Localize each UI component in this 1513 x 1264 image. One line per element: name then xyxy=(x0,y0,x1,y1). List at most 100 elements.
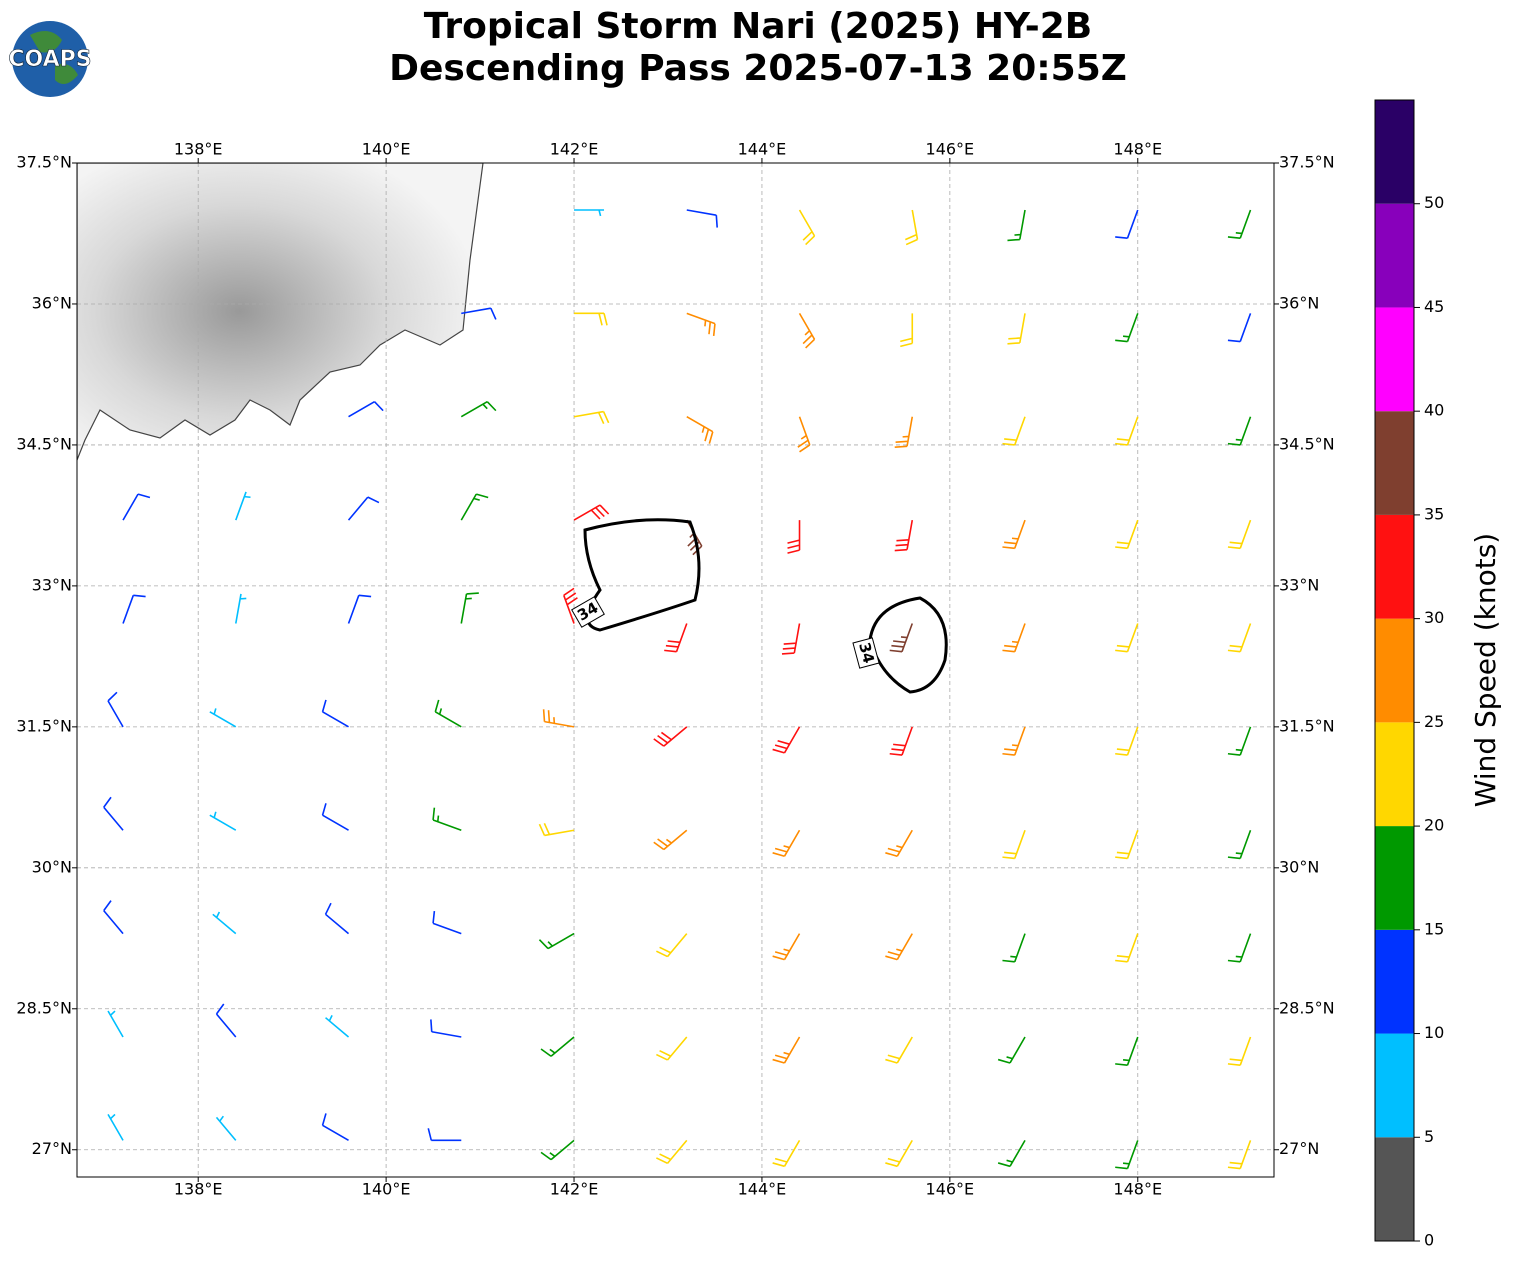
colorbar-tick-label: 35 xyxy=(1424,504,1444,523)
contour-line xyxy=(868,596,948,694)
wind-barb xyxy=(325,1014,350,1038)
wind-barb xyxy=(573,410,610,425)
wind-barb xyxy=(656,1139,688,1165)
wind-barb xyxy=(460,401,497,418)
logo-text: COAPS xyxy=(8,47,91,72)
wind-barb xyxy=(772,933,801,961)
wind-barb xyxy=(797,416,811,453)
wind-barb xyxy=(1115,623,1139,653)
wind-barb xyxy=(1115,1036,1139,1066)
colorbar-tick-label: 45 xyxy=(1424,297,1444,316)
x-tick-label: 142°E xyxy=(550,1180,599,1199)
colorbar-segment xyxy=(1375,826,1414,930)
wind-barb xyxy=(324,902,350,935)
wind-barb xyxy=(321,803,349,831)
wind-barb xyxy=(538,822,575,837)
chart-title: Tropical Storm Nari (2025) HY-2B xyxy=(424,6,1092,47)
wind-barb xyxy=(772,829,801,857)
wind-barb xyxy=(538,932,575,950)
wind-barb xyxy=(460,493,489,521)
colorbar-segment xyxy=(1375,100,1414,204)
y-tick-label: 30°N xyxy=(1279,857,1319,876)
wind-barb xyxy=(900,313,914,348)
colorbar-tick-label: 50 xyxy=(1424,193,1444,212)
colorbar-tick-label: 20 xyxy=(1424,816,1444,835)
y-tick-label: 34.5°N xyxy=(1279,434,1335,453)
y-tick-label: 30°N xyxy=(32,857,72,876)
x-tick-label: 148°E xyxy=(1113,1180,1162,1199)
x-tick-label: 146°E xyxy=(926,1180,975,1199)
wind-barb xyxy=(209,811,237,831)
contour-line xyxy=(583,518,701,632)
wind-barb xyxy=(1002,933,1026,963)
colorbar: 0 5 10 15 20 25 30 35 40 45 50 xyxy=(1374,99,1444,1250)
colorbar-segment xyxy=(1375,1137,1414,1241)
wind-barb xyxy=(653,829,688,851)
wind-barb xyxy=(574,209,605,217)
logo: COAPS xyxy=(8,21,92,97)
colorbar-segment xyxy=(1375,929,1414,1034)
wind-barb xyxy=(1227,1036,1252,1066)
wind-barb xyxy=(1227,209,1252,239)
wind-barb xyxy=(103,900,124,935)
wind-barb xyxy=(772,726,801,754)
wind-barb xyxy=(1002,726,1026,756)
wind-barb xyxy=(1002,623,1026,653)
wind-barb xyxy=(653,726,688,747)
chart-subtitle: Descending Pass 2025-07-13 20:55Z xyxy=(389,48,1127,89)
contour-label: 34 xyxy=(855,640,878,665)
contour-label-box xyxy=(571,596,605,628)
wind-barb xyxy=(798,209,816,246)
colorbar-label: Wind Speed (knots) xyxy=(1469,533,1502,807)
wind-barb xyxy=(686,416,714,444)
wind-barb xyxy=(686,312,716,337)
wind-barb xyxy=(772,1139,801,1168)
wind-barb xyxy=(781,623,801,655)
colorbar-segment xyxy=(1375,514,1414,619)
x-tick-label: 144°E xyxy=(738,140,787,159)
wind-barb xyxy=(1007,313,1026,345)
y-tick-label: 28.5°N xyxy=(1279,998,1335,1017)
wind-barb xyxy=(235,491,251,521)
wind-barb xyxy=(1115,313,1139,343)
x-tick-label: 138°E xyxy=(174,1180,223,1199)
wind-barb xyxy=(432,910,462,935)
colorbar-segment xyxy=(1375,1033,1414,1138)
wind-barb xyxy=(122,594,146,624)
wind-barb xyxy=(1227,829,1252,860)
wind-barb xyxy=(1115,519,1139,550)
wind-barb xyxy=(347,496,380,521)
colorbar-tick-label: 25 xyxy=(1424,712,1444,731)
wind-barb xyxy=(656,1036,688,1061)
wind-barb xyxy=(686,209,718,228)
colorbar-segment xyxy=(1375,411,1414,515)
wind-barb xyxy=(427,1128,462,1142)
wind-barb xyxy=(122,493,151,521)
wind-barb xyxy=(215,1003,237,1038)
wind-barb xyxy=(885,1036,913,1064)
land xyxy=(77,163,484,461)
wind-barb xyxy=(540,1036,575,1057)
colorbar-tick-label: 5 xyxy=(1424,1127,1434,1146)
y-tick-label: 34.5°N xyxy=(16,434,72,453)
colorbar-tick-label: 0 xyxy=(1424,1231,1434,1250)
wind-barb xyxy=(107,691,124,728)
map-frame xyxy=(76,162,1275,1178)
x-tick-label: 142°E xyxy=(550,140,599,159)
x-tick-label: 138°E xyxy=(174,140,223,159)
y-tick-label: 37.5°N xyxy=(1279,153,1335,172)
wind-barb xyxy=(209,708,237,728)
wind-barb xyxy=(885,829,913,857)
wind-barb xyxy=(787,520,801,554)
wind-barb xyxy=(894,519,914,552)
colorbar-tick-label: 15 xyxy=(1424,919,1444,938)
wind-barb xyxy=(1115,1140,1139,1170)
wind-barb xyxy=(1227,933,1252,963)
wind-barb xyxy=(656,933,688,958)
y-tick-label: 36°N xyxy=(1279,293,1319,312)
wind-barb xyxy=(321,699,349,728)
wind-barb xyxy=(885,1139,913,1168)
wind-barb xyxy=(103,796,124,831)
wind-barb xyxy=(904,209,919,246)
x-tick-label: 148°E xyxy=(1113,140,1162,159)
